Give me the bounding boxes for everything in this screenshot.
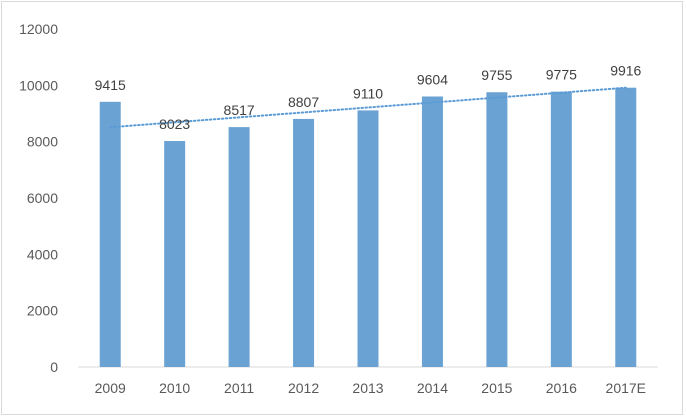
y-tick-label: 10000 (19, 77, 58, 93)
x-tick-label: 2012 (288, 380, 319, 396)
x-tick-label: 2009 (95, 380, 126, 396)
x-tick-label: 2016 (546, 380, 577, 396)
bar (293, 118, 315, 368)
data-label: 8807 (288, 94, 319, 110)
x-tick-label: 2013 (352, 380, 383, 396)
y-tick-label: 8000 (27, 134, 58, 150)
y-axis-ticks: 0 2000 4000 6000 8000 10000 12000 (19, 21, 58, 375)
data-label: 9415 (95, 77, 126, 93)
bar (228, 127, 250, 368)
bar (421, 96, 443, 367)
x-tick-label: 2014 (417, 380, 448, 396)
bars (99, 87, 637, 368)
y-tick-label: 6000 (27, 190, 58, 206)
bar (357, 110, 379, 367)
data-label: 9110 (353, 85, 383, 101)
data-label: 8023 (159, 116, 190, 132)
trendline (109, 86, 627, 129)
data-label: 9755 (481, 67, 512, 83)
x-tick-label: 2015 (481, 380, 512, 396)
data-labels: 9415 8023 8517 8807 9110 9604 9755 9775 9916 (95, 63, 642, 132)
data-label: 9916 (610, 63, 641, 79)
x-tick-label: 2011 (224, 380, 254, 396)
bar (550, 91, 572, 367)
bar (615, 87, 637, 367)
bar (99, 101, 121, 367)
y-tick-label: 12000 (19, 21, 58, 37)
y-tick-label: 0 (50, 359, 58, 375)
x-tick-label: 2010 (159, 380, 190, 396)
data-label: 9775 (546, 67, 577, 83)
bar (164, 141, 186, 367)
x-tick-label: 2017E (606, 380, 646, 396)
x-axis-ticks: 2009 2010 2011 2012 2013 2014 2015 2016 2017E (95, 380, 646, 396)
bar (486, 92, 508, 368)
data-label: 8517 (224, 102, 255, 118)
data-label: 9604 (417, 71, 448, 87)
y-tick-label: 2000 (27, 303, 58, 319)
y-tick-label: 4000 (27, 246, 58, 262)
